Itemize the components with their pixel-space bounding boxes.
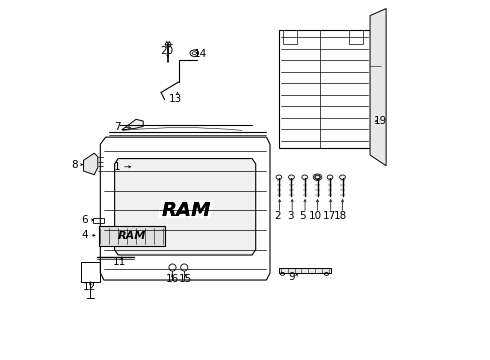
Text: 2: 2 <box>274 211 280 221</box>
Polygon shape <box>100 137 270 280</box>
Text: 19: 19 <box>373 116 387 126</box>
Text: 18: 18 <box>334 211 347 221</box>
Text: 15: 15 <box>179 274 192 284</box>
Bar <box>348 30 363 44</box>
Text: RAM: RAM <box>158 199 207 218</box>
Text: 10: 10 <box>309 211 322 221</box>
Text: RAM: RAM <box>118 231 146 241</box>
Text: RAM: RAM <box>165 203 215 222</box>
Bar <box>283 30 297 44</box>
Polygon shape <box>279 267 331 273</box>
Text: 3: 3 <box>287 211 294 221</box>
Text: 1: 1 <box>114 162 121 172</box>
Text: 5: 5 <box>299 211 306 221</box>
Text: 9: 9 <box>288 272 295 282</box>
Text: 16: 16 <box>166 274 179 284</box>
Text: 8: 8 <box>71 159 77 170</box>
Text: RAM: RAM <box>165 199 215 218</box>
Text: 20: 20 <box>160 46 173 56</box>
Bar <box>93 217 104 223</box>
Text: 12: 12 <box>83 282 96 292</box>
Text: RAM: RAM <box>158 203 207 222</box>
Text: 4: 4 <box>81 230 88 240</box>
Bar <box>98 226 165 246</box>
Text: 7: 7 <box>114 122 121 132</box>
Text: RAM: RAM <box>161 201 211 220</box>
Polygon shape <box>122 119 143 130</box>
Text: 17: 17 <box>322 211 336 221</box>
Text: 6: 6 <box>81 215 88 225</box>
Polygon shape <box>83 153 98 175</box>
Polygon shape <box>115 158 256 255</box>
Polygon shape <box>370 9 386 166</box>
Text: RAM: RAM <box>161 201 211 220</box>
Text: 14: 14 <box>194 49 207 59</box>
Text: 13: 13 <box>169 94 182 104</box>
Bar <box>279 30 370 148</box>
Bar <box>81 262 100 282</box>
Text: 11: 11 <box>113 257 126 267</box>
